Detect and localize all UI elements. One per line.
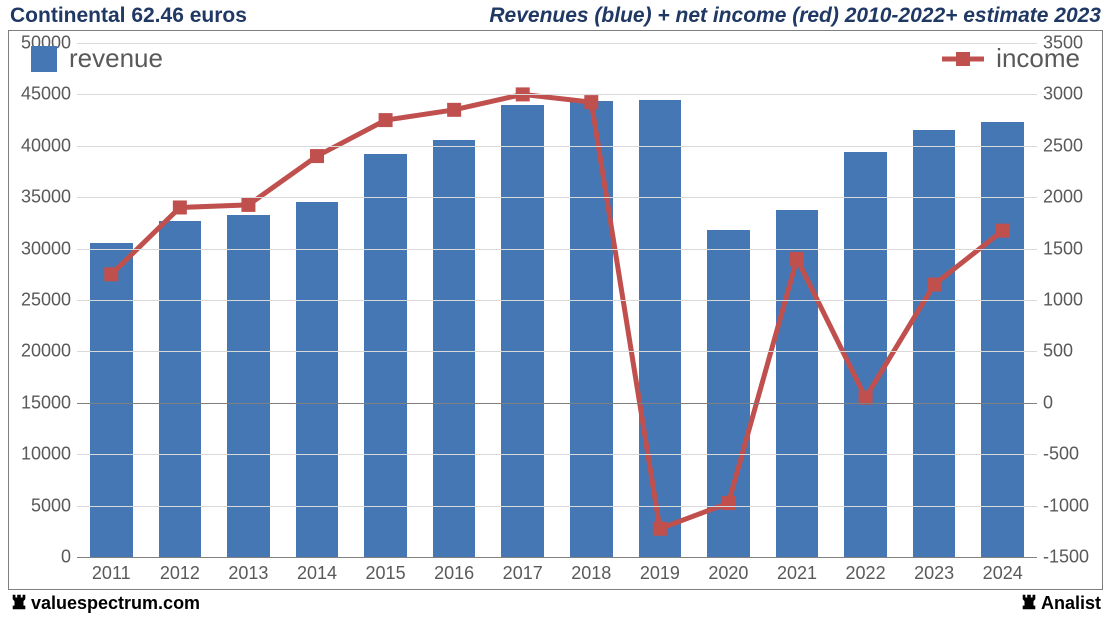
income-marker: [104, 267, 118, 281]
income-marker: [653, 522, 667, 536]
footer-left: valuespectrum.com: [10, 593, 200, 616]
income-marker: [790, 252, 804, 266]
legend-revenue-swatch: [31, 46, 57, 72]
x-tick: 2014: [297, 563, 337, 584]
rook-icon: [10, 593, 28, 616]
x-tick: 2012: [160, 563, 200, 584]
legend-revenue-label: revenue: [69, 43, 163, 74]
x-tick: 2013: [228, 563, 268, 584]
x-tick: 2015: [366, 563, 406, 584]
income-marker: [173, 200, 187, 214]
chart-footer: valuespectrum.com Analist: [0, 590, 1111, 616]
y-left-tick: 30000: [21, 238, 77, 259]
legend-income-swatch: [942, 46, 984, 72]
x-tick: 2024: [983, 563, 1023, 584]
income-marker: [721, 496, 735, 510]
income-line-path: [111, 94, 1002, 528]
plot-area: 0500010000150002000025000300003500040000…: [77, 43, 1037, 557]
gridline: [77, 351, 1037, 352]
x-tick: 2021: [777, 563, 817, 584]
gridline: [77, 454, 1037, 455]
income-marker: [996, 224, 1010, 238]
gridline: [77, 506, 1037, 507]
gridline: [77, 300, 1037, 301]
gridline-right-zero: [77, 403, 1037, 404]
header-title-left: Continental 62.46 euros: [10, 4, 247, 28]
y-left-tick: 20000: [21, 341, 77, 362]
income-marker: [447, 103, 461, 117]
chart-header: Continental 62.46 euros Revenues (blue) …: [0, 0, 1111, 30]
y-left-tick: 15000: [21, 392, 77, 413]
y-right-tick: -500: [1037, 444, 1079, 465]
legend-income-label: income: [996, 43, 1080, 74]
income-marker: [927, 278, 941, 292]
footer-right-text: Analist: [1041, 593, 1101, 613]
y-left-tick: 25000: [21, 290, 77, 311]
income-marker: [241, 198, 255, 212]
y-left-tick: 10000: [21, 444, 77, 465]
header-title-right: Revenues (blue) + net income (red) 2010-…: [489, 4, 1101, 28]
gridline: [77, 197, 1037, 198]
y-left-tick: 0: [61, 547, 77, 568]
y-right-tick: -1500: [1037, 547, 1089, 568]
x-tick: 2018: [571, 563, 611, 584]
gridline: [77, 557, 1037, 558]
x-tick: 2019: [640, 563, 680, 584]
y-left-tick: 45000: [21, 84, 77, 105]
x-tick: 2022: [846, 563, 886, 584]
gridline: [77, 94, 1037, 95]
gridline: [77, 249, 1037, 250]
y-right-tick: 1500: [1037, 238, 1083, 259]
gridline: [77, 146, 1037, 147]
y-right-tick: 1000: [1037, 290, 1083, 311]
income-marker: [379, 113, 393, 127]
x-tick: 2017: [503, 563, 543, 584]
gridline: [77, 43, 1037, 44]
x-tick: 2020: [708, 563, 748, 584]
chart-container: 0500010000150002000025000300003500040000…: [8, 30, 1103, 590]
footer-right: Analist: [1020, 593, 1101, 616]
y-right-tick: 0: [1037, 392, 1053, 413]
legend-revenue: revenue: [31, 43, 163, 74]
y-left-tick: 35000: [21, 187, 77, 208]
legend-income: income: [942, 43, 1080, 74]
y-right-tick: 2500: [1037, 135, 1083, 156]
x-tick: 2016: [434, 563, 474, 584]
footer-left-text: valuespectrum.com: [31, 593, 200, 613]
y-left-tick: 40000: [21, 135, 77, 156]
y-right-tick: 500: [1037, 341, 1073, 362]
y-left-tick: 5000: [31, 495, 77, 516]
y-right-tick: 3000: [1037, 84, 1083, 105]
income-marker: [584, 95, 598, 109]
income-marker: [310, 149, 324, 163]
rook-icon: [1020, 593, 1038, 616]
x-tick: 2023: [914, 563, 954, 584]
y-right-tick: 2000: [1037, 187, 1083, 208]
y-right-tick: -1000: [1037, 495, 1089, 516]
x-tick: 2011: [92, 563, 131, 584]
